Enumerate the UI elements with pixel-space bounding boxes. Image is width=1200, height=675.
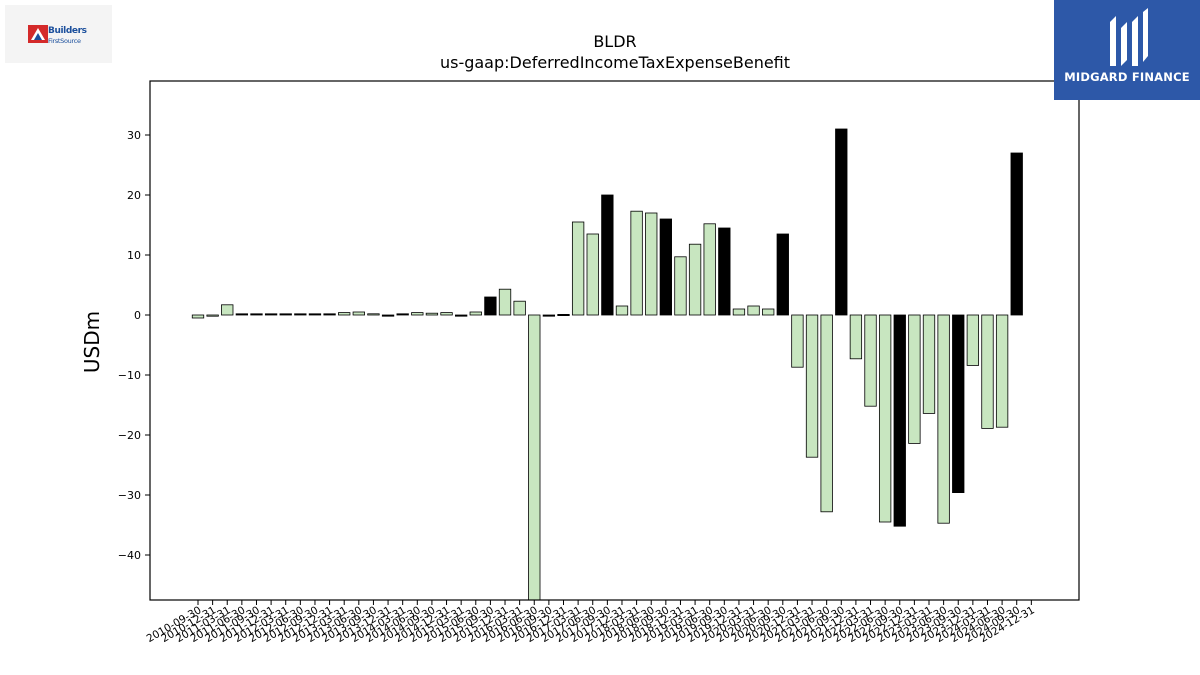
y-tick-label: −30 — [118, 489, 141, 502]
bar-2015-06-30 — [469, 311, 482, 316]
bar-2024-09-30 — [1010, 152, 1023, 316]
bar-2013-12-31 — [381, 314, 395, 317]
bar-2012-06-30 — [294, 313, 307, 316]
bar-2012-09-30 — [308, 313, 322, 316]
bar-2022-03-31 — [864, 314, 877, 407]
y-tick-label: 30 — [127, 129, 141, 142]
bar-2013-09-30 — [367, 313, 380, 316]
bar-2023-06-30 — [937, 314, 950, 524]
bar-2014-12-31 — [440, 312, 453, 316]
bar-2020-09-30 — [776, 233, 789, 316]
bar-2014-03-31 — [396, 313, 409, 316]
bar-2012-12-31 — [323, 313, 336, 316]
y-tick-label: −10 — [118, 369, 141, 382]
x-axis-ticks: 2010-09-302010-12-312011-03-312011-06-30… — [145, 600, 1037, 645]
bars-group — [191, 128, 1023, 601]
bar-2018-06-30 — [645, 212, 658, 316]
bar-2020-12-31 — [791, 314, 804, 368]
bar-2021-03-31 — [805, 314, 819, 458]
bar-2019-06-30 — [703, 223, 716, 316]
bar-2022-09-30 — [893, 314, 906, 527]
bar-2021-06-30 — [820, 314, 833, 513]
y-axis-label: USDm — [80, 311, 104, 373]
bar-2018-09-30 — [659, 218, 672, 316]
bar-2015-12-31 — [498, 288, 512, 316]
bar-2019-09-30 — [718, 227, 731, 316]
bar-2011-03-31 — [221, 304, 234, 316]
bar-2016-09-30 — [542, 314, 556, 317]
bar-2023-03-31 — [922, 314, 936, 414]
bar-2016-12-31 — [557, 313, 570, 316]
bar-2015-09-30 — [484, 296, 497, 316]
bar-2013-06-30 — [352, 311, 365, 316]
y-tick-label: −40 — [118, 549, 141, 562]
plot-frame — [149, 80, 1080, 601]
bar-2016-03-31 — [513, 300, 526, 316]
bar-2017-03-31 — [571, 221, 585, 316]
bar-2022-12-31 — [908, 314, 921, 444]
bar-2019-03-31 — [688, 243, 702, 316]
bar-2022-06-30 — [878, 314, 892, 523]
bar-2020-06-30 — [762, 308, 775, 316]
midgard-finance-logo: MIDGARD FINANCE — [1054, 0, 1200, 100]
bar-2014-06-30 — [411, 312, 424, 316]
bar-2023-09-30 — [952, 314, 965, 494]
builders-firstsource-logo: Builders FirstSource — [5, 5, 112, 63]
midgard-emblem-icon — [1110, 8, 1148, 66]
logo-text-builders: Builders — [48, 26, 87, 36]
bar-2020-03-31 — [747, 305, 760, 316]
y-axis-ticks: −40 −30 −20 −10 0 10 20 30 — [118, 129, 150, 562]
bar-2017-12-31 — [615, 305, 629, 316]
bar-2021-12-31 — [849, 314, 863, 360]
bar-2024-06-30 — [995, 314, 1009, 428]
bar-2017-06-30 — [586, 233, 599, 316]
bar-2024-03-31 — [981, 314, 994, 429]
bar-2011-12-31 — [264, 313, 278, 316]
logo-mark-icon — [28, 25, 48, 43]
logo-text-firstsource: FirstSource — [48, 37, 81, 45]
bar-2015-03-31 — [455, 314, 468, 317]
bar-2019-12-31 — [732, 308, 746, 316]
y-tick-label: 10 — [127, 249, 141, 262]
bar-2014-09-30 — [425, 312, 439, 316]
bar-2023-12-31 — [966, 314, 980, 366]
bar-2016-06-30 — [528, 314, 541, 601]
y-tick-label: 20 — [127, 189, 141, 202]
bar-2013-03-31 — [338, 312, 351, 316]
chart-title: BLDR — [593, 32, 636, 51]
bar-2017-09-30 — [601, 194, 614, 316]
bar-2018-03-31 — [630, 210, 643, 316]
y-tick-label: −20 — [118, 429, 141, 442]
bar-2011-09-30 — [250, 313, 263, 316]
chart-subtitle: us-gaap:DeferredIncomeTaxExpenseBenefit — [440, 53, 790, 72]
bar-2010-09-30 — [191, 314, 205, 319]
midgard-finance-wordmark: MIDGARD FINANCE — [1064, 70, 1190, 84]
bar-2021-09-30 — [835, 128, 848, 316]
bar-2011-06-30 — [235, 313, 249, 316]
bar-2010-12-31 — [206, 314, 219, 317]
y-tick-label: 0 — [134, 309, 141, 322]
bar-2012-03-31 — [279, 313, 292, 316]
bar-2018-12-31 — [674, 256, 687, 316]
